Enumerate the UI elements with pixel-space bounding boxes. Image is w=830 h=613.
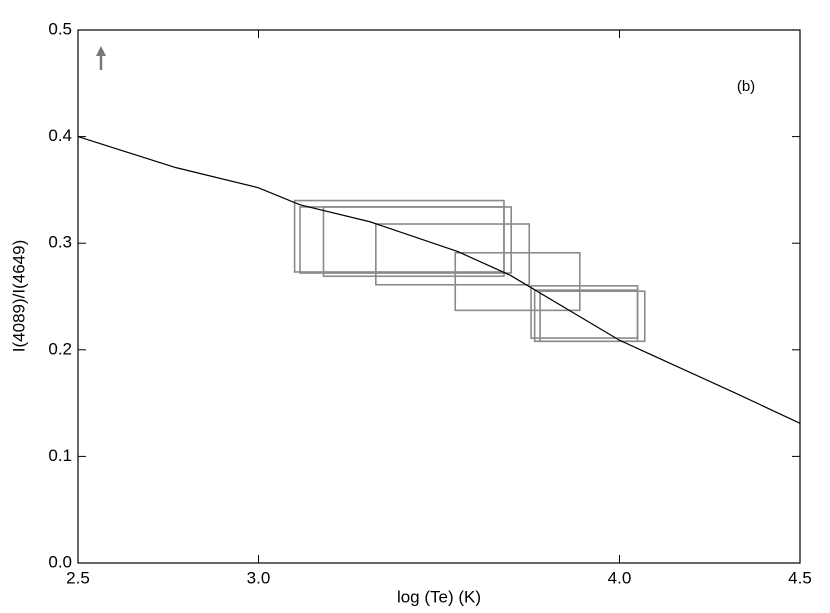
y-tick-label: 0.4 <box>48 126 72 145</box>
error-box <box>454 251 581 312</box>
y-tick-label: 0.0 <box>48 552 72 571</box>
error-box <box>322 206 505 278</box>
arrow <box>96 46 106 70</box>
x-tick-label: 4.0 <box>608 568 632 587</box>
x-axis-label: log (Te) (K) <box>397 587 481 606</box>
y-tick-label: 0.2 <box>48 339 72 358</box>
error-box <box>533 289 639 343</box>
x-tick-label: 3.0 <box>247 568 271 587</box>
y-tick-label: 0.1 <box>48 446 72 465</box>
x-tick-label: 4.5 <box>788 568 812 587</box>
y-tick-label: 0.3 <box>48 233 72 252</box>
error-box <box>375 223 531 286</box>
error-box <box>299 206 513 274</box>
y-axis-label: I(4089)/I(4649) <box>9 240 28 352</box>
error-box <box>539 290 646 343</box>
y-tick-label: 0.5 <box>48 19 72 38</box>
plot-frame <box>77 29 801 564</box>
panel-label: (b) <box>737 78 755 95</box>
x-tick-label: 2.5 <box>66 568 90 587</box>
error-box <box>530 285 639 339</box>
curve <box>77 136 801 424</box>
